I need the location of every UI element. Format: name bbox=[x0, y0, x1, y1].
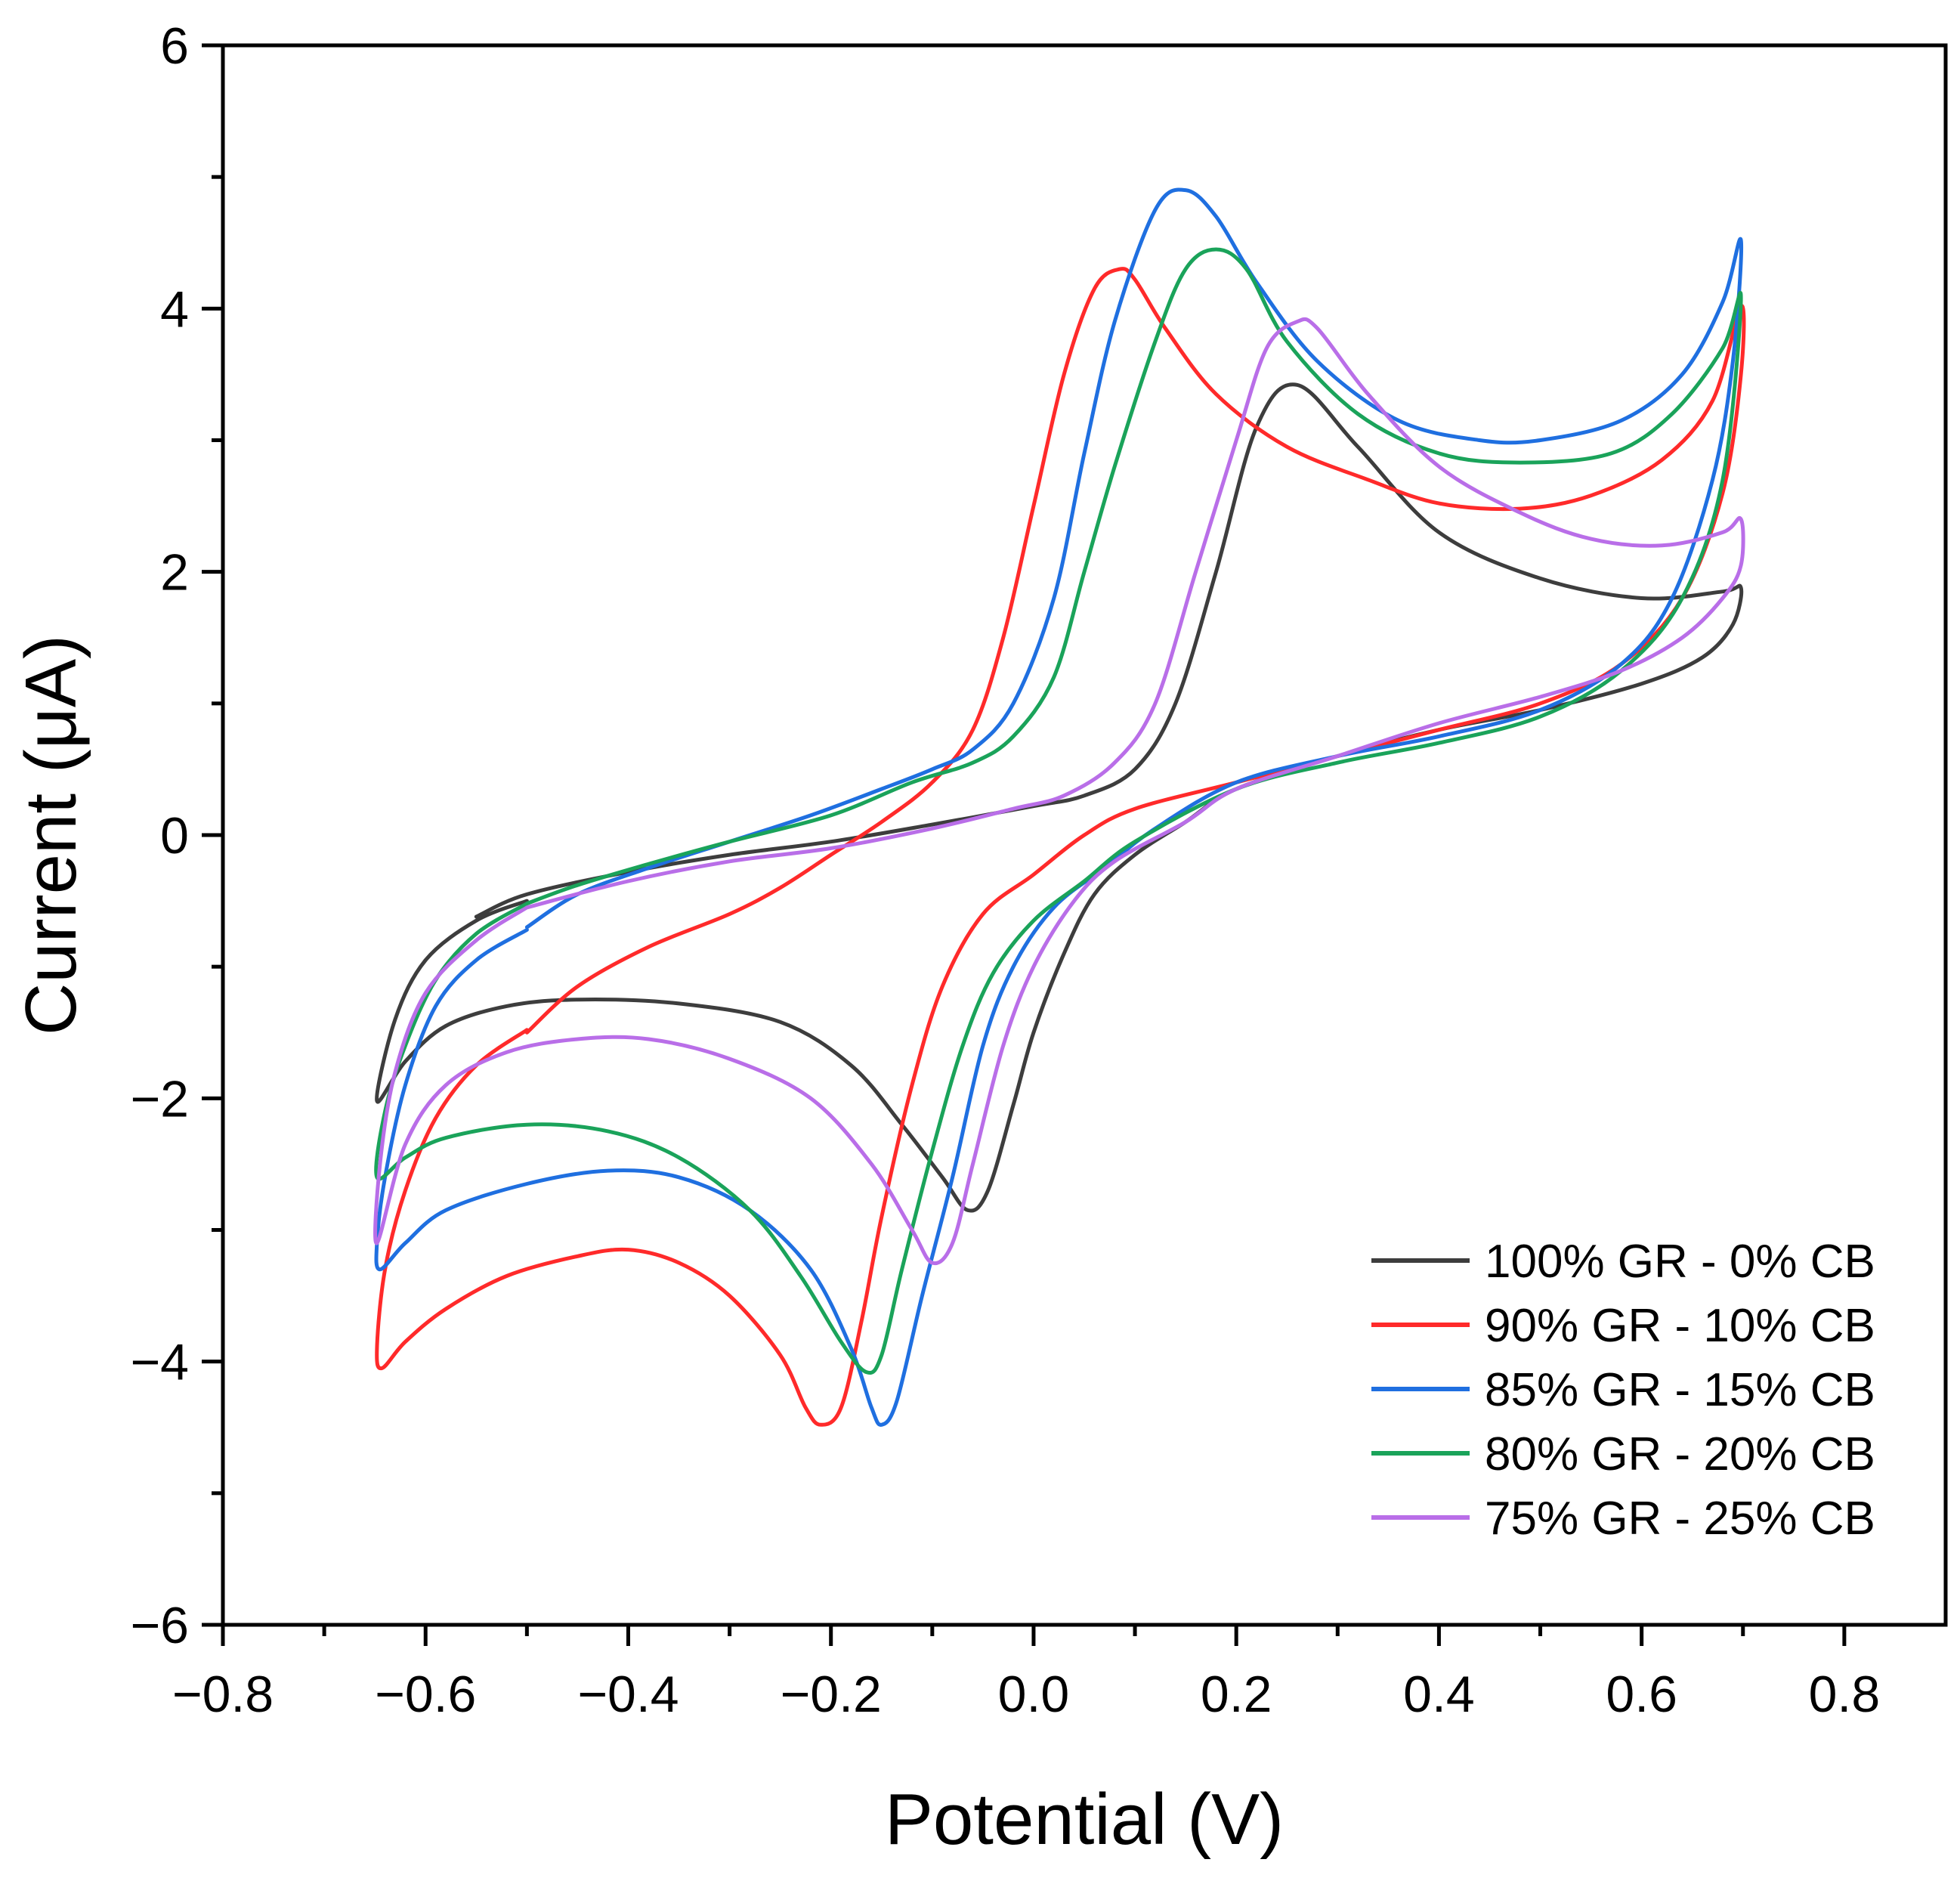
legend-label-0: 100% GR - 0% CB bbox=[1485, 1236, 1875, 1288]
legend-label-3: 80% GR - 20% CB bbox=[1485, 1428, 1875, 1480]
legend-label-4: 75% GR - 25% CB bbox=[1485, 1493, 1875, 1545]
y-tick-label: 4 bbox=[160, 280, 189, 338]
y-tick-label: −4 bbox=[130, 1334, 189, 1391]
x-tick-label: 0.4 bbox=[1403, 1666, 1475, 1723]
series-line-3 bbox=[374, 247, 1743, 1375]
x-tick-label: −0.2 bbox=[781, 1666, 882, 1723]
y-axis-title: Current (μA) bbox=[11, 635, 91, 1035]
y-tick-label: 0 bbox=[160, 807, 189, 865]
x-tick-label: 0.2 bbox=[1201, 1666, 1272, 1723]
x-ticks: −0.8 −0.6 −0.4 −0.2 0.0 0.2 0.4 0.6 0.8 bbox=[172, 1625, 1880, 1723]
x-tick-label: 0.6 bbox=[1606, 1666, 1677, 1723]
x-axis-title: Potential (V) bbox=[885, 1779, 1284, 1860]
series-line-2 bbox=[374, 187, 1744, 1427]
y-tick-label: 6 bbox=[160, 17, 189, 75]
x-tick-label: −0.8 bbox=[172, 1666, 274, 1723]
legend-label-2: 85% GR - 15% CB bbox=[1485, 1364, 1875, 1416]
x-tick-label: −0.6 bbox=[375, 1666, 476, 1723]
x-tick-label: 0.0 bbox=[998, 1666, 1070, 1723]
y-tick-label: 2 bbox=[160, 544, 189, 602]
y-tick-label: −2 bbox=[130, 1070, 189, 1128]
x-tick-label: 0.8 bbox=[1809, 1666, 1881, 1723]
y-tick-label: −6 bbox=[130, 1597, 189, 1654]
legend: 100% GR - 0% CB 90% GR - 10% CB 85% GR - 1… bbox=[1371, 1236, 1875, 1545]
y-ticks: −6 −4 −2 0 2 4 6 bbox=[130, 17, 223, 1654]
legend-label-1: 90% GR - 10% CB bbox=[1485, 1300, 1875, 1352]
x-tick-label: −0.4 bbox=[577, 1666, 679, 1723]
series-line-4 bbox=[373, 317, 1745, 1266]
series-layer bbox=[373, 187, 1746, 1427]
